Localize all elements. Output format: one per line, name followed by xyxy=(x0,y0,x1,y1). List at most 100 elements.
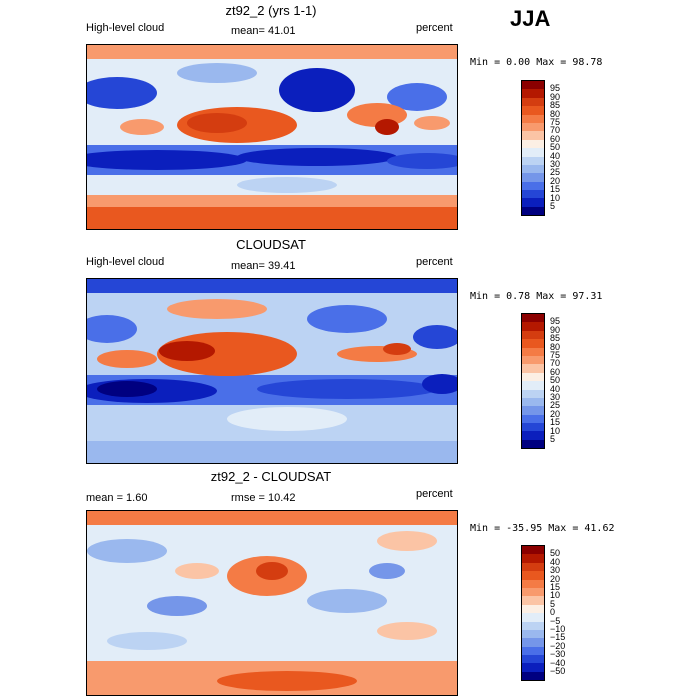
colorbar-tick-label: 50 xyxy=(550,375,561,386)
colorbar-swatch xyxy=(522,330,544,340)
colorbar-swatch xyxy=(522,604,544,614)
panel-1-variable-label: High-level cloud xyxy=(86,22,165,34)
colorbar-tick-label: −10 xyxy=(550,624,566,634)
colorbar-tick-label: 30 xyxy=(550,392,561,402)
colorbar-tick-label: 40 xyxy=(550,150,561,161)
colorbar-tick-label: 90 xyxy=(550,324,561,335)
colorbar-swatch xyxy=(522,439,544,449)
colorbar-tick-label: 20 xyxy=(550,408,561,419)
colorbar-tick-label: 0 xyxy=(550,607,556,618)
colorbar-tick-label: 20 xyxy=(550,175,561,186)
colorbar-swatch xyxy=(522,381,544,390)
panel-3-map xyxy=(86,510,458,696)
panel-2-title: CLOUDSAT xyxy=(236,237,306,252)
colorbar-swatch xyxy=(522,148,544,157)
colorbar-swatch xyxy=(522,347,544,356)
colorbar-swatch xyxy=(522,156,544,165)
colorbar-tick-label: 20 xyxy=(550,573,561,584)
colorbar-swatch xyxy=(522,596,544,605)
colorbar-tick-label: 10 xyxy=(550,590,561,601)
colorbar-tick-label: 75 xyxy=(550,117,561,127)
colorbar-swatch xyxy=(522,322,544,331)
colorbar-swatch xyxy=(522,406,544,415)
colorbar-swatch xyxy=(522,579,544,588)
colorbar-swatch xyxy=(522,663,544,672)
colorbar-tick-label: 10 xyxy=(550,425,561,436)
season-label: JJA xyxy=(510,6,551,31)
colorbar-tick-label: −30 xyxy=(550,649,566,660)
colorbar-tick-label: 15 xyxy=(550,184,561,195)
colorbar-swatch xyxy=(522,173,544,182)
colorbar-swatch xyxy=(522,372,544,382)
panel-3-units-label: percent xyxy=(416,488,453,500)
colorbar-swatch xyxy=(522,655,544,664)
colorbar-swatch xyxy=(522,106,544,115)
colorbar-tick-label: −15 xyxy=(550,632,566,643)
colorbar-swatch xyxy=(522,646,544,656)
panel-1-map xyxy=(86,44,458,230)
colorbar-swatch xyxy=(522,431,544,440)
colorbar-tick-label: 30 xyxy=(550,159,561,169)
panel-1-map-field xyxy=(87,45,457,229)
colorbar-tick-label: 75 xyxy=(550,350,561,360)
colorbar-swatch xyxy=(522,89,544,98)
panel-3-colorbar xyxy=(521,545,545,682)
colorbar-tick-label: 70 xyxy=(550,358,561,369)
colorbar-swatch xyxy=(522,613,544,622)
colorbar-tick-label: 5 xyxy=(550,434,556,444)
colorbar-tick-label: 15 xyxy=(550,417,561,428)
colorbar-tick-label: 70 xyxy=(550,125,561,136)
colorbar-swatch xyxy=(522,571,544,580)
colorbar-tick-label: 25 xyxy=(550,400,561,411)
colorbar-swatch xyxy=(522,198,544,207)
panel-1-minmax: Min = 0.00 Max = 98.78 xyxy=(470,57,603,68)
panel-1-mean-label: mean= 41.01 xyxy=(231,25,296,37)
colorbar-swatch xyxy=(522,122,544,132)
colorbar-swatch xyxy=(522,414,544,424)
colorbar-tick-label: 90 xyxy=(550,91,561,102)
panel-2-map-field xyxy=(87,279,457,463)
panel-2-variable-label: High-level cloud xyxy=(86,256,165,268)
colorbar-tick-label: 60 xyxy=(550,366,561,377)
colorbar-swatch xyxy=(522,139,544,149)
colorbar-swatch xyxy=(522,206,544,216)
colorbar-swatch xyxy=(522,423,544,432)
colorbar-swatch xyxy=(522,114,544,123)
panel-1-colorbar xyxy=(521,80,545,217)
panel-3-map-field xyxy=(87,511,457,695)
colorbar-swatch xyxy=(522,131,544,140)
colorbar-tick-label: 30 xyxy=(550,565,561,576)
colorbar-tick-label: 25 xyxy=(550,167,561,178)
panel-3-rmse-label: rmse = 10.42 xyxy=(231,492,296,504)
panel-2-mean-label: mean= 39.41 xyxy=(231,260,296,272)
colorbar-tick-label: −40 xyxy=(550,657,566,668)
colorbar-tick-label: −50 xyxy=(550,666,566,676)
colorbar-swatch xyxy=(522,190,544,199)
colorbar-swatch xyxy=(522,164,544,174)
colorbar-swatch xyxy=(522,562,544,572)
colorbar-swatch xyxy=(522,81,544,90)
colorbar-swatch xyxy=(522,97,544,107)
colorbar-swatch xyxy=(522,355,544,365)
panel-3-minmax: Min = -35.95 Max = 41.62 xyxy=(470,523,615,534)
colorbar-swatch xyxy=(522,554,544,563)
colorbar-tick-label: 95 xyxy=(550,316,561,327)
colorbar-tick-label: −5 xyxy=(550,615,561,626)
panel-3-mean-label: mean = 1.60 xyxy=(86,492,148,504)
colorbar-tick-label: 15 xyxy=(550,582,561,592)
colorbar-swatch xyxy=(522,181,544,191)
colorbar-tick-label: 50 xyxy=(550,548,561,559)
colorbar-tick-label: 85 xyxy=(550,333,561,344)
colorbar-tick-label: 85 xyxy=(550,100,561,111)
colorbar-tick-label: 5 xyxy=(550,201,556,211)
panel-1-title: zt92_2 (yrs 1-1) xyxy=(225,3,317,18)
colorbar-tick-label: 10 xyxy=(550,192,561,203)
colorbar-swatch xyxy=(522,621,544,630)
panel-2-colorbar xyxy=(521,313,545,450)
colorbar-tick-label: 40 xyxy=(550,556,561,567)
panel-2-minmax: Min = 0.78 Max = 97.31 xyxy=(470,291,603,302)
colorbar-tick-label: −20 xyxy=(550,640,566,651)
colorbar-swatch xyxy=(522,629,544,639)
colorbar-tick-label: 5 xyxy=(550,598,556,609)
colorbar-tick-label: 80 xyxy=(550,108,561,119)
